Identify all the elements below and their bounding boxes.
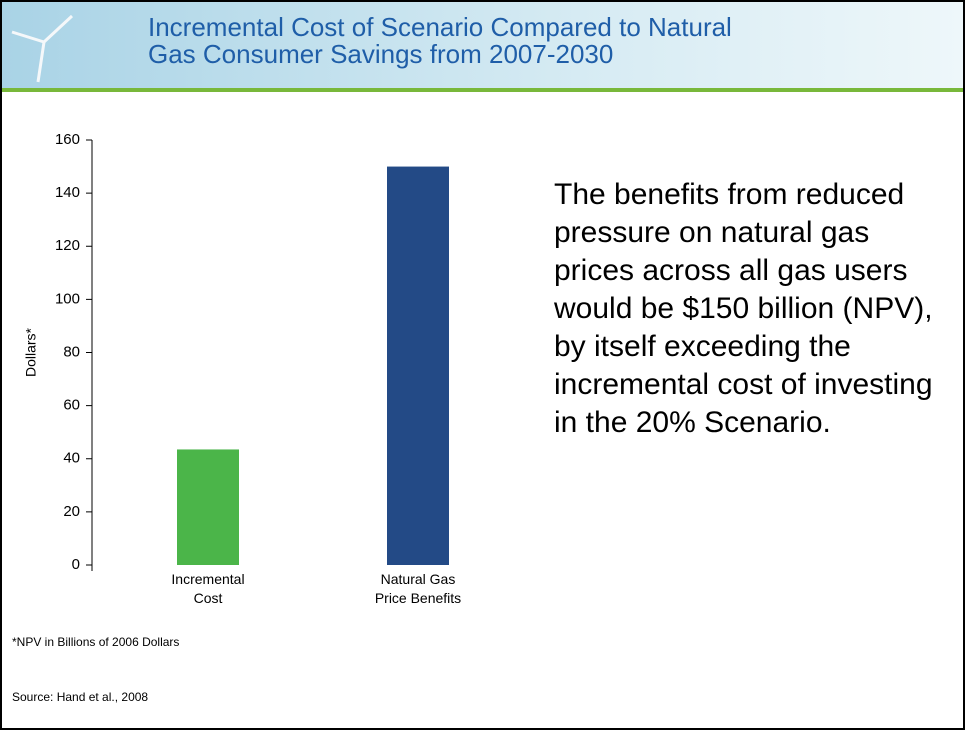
y-tick-label: 80: [63, 343, 80, 360]
footnote: *NPV in Billions of 2006 Dollars: [12, 635, 179, 649]
body-text: The benefits from reduced pressure on na…: [554, 176, 944, 442]
bar: [387, 167, 449, 565]
y-tick-label: 60: [63, 397, 80, 414]
slide: Incremental Cost of Scenario Compared to…: [0, 0, 965, 730]
bar: [177, 449, 239, 565]
y-tick-label: 100: [55, 290, 80, 307]
y-tick-label: 140: [55, 184, 80, 201]
y-tick-label: 160: [55, 131, 80, 148]
y-tick-label: 40: [63, 450, 80, 467]
y-tick-label: 0: [72, 556, 80, 573]
source: Source: Hand et al., 2008: [12, 690, 148, 704]
y-axis-label: Dollars*: [23, 327, 39, 377]
y-tick-label: 120: [55, 237, 80, 254]
y-tick-label: 20: [63, 503, 80, 520]
chart: Dollars* 0 20 40 60 80 100 120 140 160 Incremental…: [2, 2, 542, 622]
